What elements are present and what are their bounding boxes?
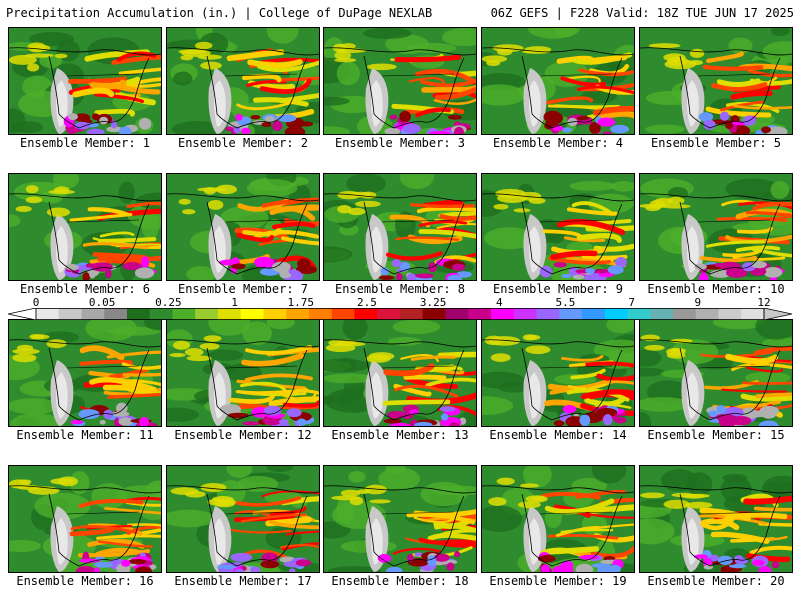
colorbar-segment — [445, 308, 469, 320]
ensemble-member-label: Ensemble Member: 3 — [334, 136, 466, 150]
ensemble-member-map — [481, 319, 635, 427]
colorbar-segment — [422, 308, 446, 320]
colorbar-segment — [195, 308, 219, 320]
ensemble-member-map — [323, 27, 477, 135]
ensemble-member-label: Ensemble Member: 8 — [334, 282, 466, 296]
colorbar-tick-label: 3.25 — [419, 296, 447, 309]
colorbar-segment — [263, 308, 287, 320]
colorbar-segment — [582, 308, 606, 320]
colorbar-segment — [127, 308, 151, 320]
colorbar-segment — [536, 308, 560, 320]
ensemble-member-label: Ensemble Member: 20 — [647, 574, 785, 588]
colorbar-segment — [218, 308, 242, 320]
colorbar-tick-label: 5.5 — [555, 296, 576, 309]
colorbar-segment — [673, 308, 697, 320]
ensemble-member-map — [323, 319, 477, 427]
ensemble-member-label: Ensemble Member: 2 — [177, 136, 309, 150]
colorbar-segment — [149, 308, 173, 320]
ensemble-member-map — [166, 465, 320, 573]
colorbar-min-arrow — [8, 308, 37, 320]
colorbar-tick-label: 7 — [628, 296, 635, 309]
colorbar-segment — [695, 308, 719, 320]
ensemble-member-label: Ensemble Member: 13 — [331, 428, 469, 442]
ensemble-member-map — [8, 465, 162, 573]
colorbar-segment — [240, 308, 264, 320]
colorbar-segment — [513, 308, 537, 320]
colorbar-segment — [354, 308, 378, 320]
ensemble-member-label: Ensemble Member: 14 — [489, 428, 627, 442]
ensemble-member-label: Ensemble Member: 1 — [19, 136, 151, 150]
colorbar-segment — [491, 308, 515, 320]
colorbar-tick-label: 12 — [757, 296, 771, 309]
ensemble-member-map — [166, 319, 320, 427]
colorbar-tick-label: 1 — [231, 296, 238, 309]
ensemble-member-label: Ensemble Member: 9 — [492, 282, 624, 296]
model-run-info: 06Z GEFS | F228 Valid: 18Z TUE JUN 17 20… — [490, 6, 794, 20]
colorbar-segment — [172, 308, 196, 320]
colorbar-segment — [309, 308, 333, 320]
ensemble-member-label: Ensemble Member: 7 — [177, 282, 309, 296]
ensemble-member-map — [481, 27, 635, 135]
colorbar-tick-label: 0.05 — [88, 296, 116, 309]
map-title: Precipitation Accumulation (in.) | Colle… — [6, 6, 433, 20]
ensemble-member-label: Ensemble Member: 11 — [16, 428, 154, 442]
ensemble-member-label: Ensemble Member: 17 — [174, 574, 312, 588]
ensemble-member-map — [166, 27, 320, 135]
colorbar-segment — [468, 308, 492, 320]
colorbar-tick-label: 4 — [495, 296, 503, 309]
colorbar-segment — [604, 308, 628, 320]
ensemble-member-map — [481, 173, 635, 281]
ensemble-member-map — [639, 173, 793, 281]
ensemble-member-label: Ensemble Member: 15 — [647, 428, 785, 442]
colorbar-segment — [400, 308, 424, 320]
colorbar-segment — [104, 308, 128, 320]
ensemble-member-map — [323, 173, 477, 281]
colorbar-segment — [286, 308, 310, 320]
colorbar-segment — [58, 308, 82, 320]
colorbar-tick-label: 1.75 — [287, 296, 314, 309]
ensemble-member-map — [639, 27, 793, 135]
colorbar-segment — [331, 308, 355, 320]
colorbar-tick-label: 2.5 — [356, 296, 377, 309]
ensemble-member-map — [8, 173, 162, 281]
colorbar-tick-labels: 0 0.05 0.25 1 1.75 2.5 3.25 4 5.5 7 9 12 — [0, 296, 800, 309]
ensemble-member-label: Ensemble Member: 5 — [650, 136, 782, 150]
colorbar-tick-label: 9 — [694, 296, 702, 309]
ensemble-member-map — [8, 27, 162, 135]
ensemble-member-label: Ensemble Member: 4 — [492, 136, 624, 150]
colorbar-segment — [559, 308, 583, 320]
ensemble-member-label: Ensemble Member: 16 — [16, 574, 154, 588]
ensemble-member-map — [639, 319, 793, 427]
colorbar-segment — [627, 308, 651, 320]
colorbar-tick-label: 0 — [32, 296, 40, 309]
ensemble-member-label: Ensemble Member: 10 — [647, 282, 785, 296]
colorbar-segment — [718, 308, 742, 320]
ensemble-member-label: Ensemble Member: 18 — [331, 574, 469, 588]
ensemble-member-label: Ensemble Member: 6 — [19, 282, 151, 296]
ensemble-member-label: Ensemble Member: 19 — [489, 574, 627, 588]
ensemble-member-map — [639, 465, 793, 573]
ensemble-member-map — [166, 173, 320, 281]
colorbar-segment — [81, 308, 105, 320]
colorbar-segment — [650, 308, 674, 320]
ensemble-member-map — [323, 465, 477, 573]
colorbar-segment — [377, 308, 401, 320]
ensemble-member-label: Ensemble Member: 12 — [174, 428, 312, 442]
colorbar-segment — [741, 308, 765, 320]
colorbar-tick-label: 0.25 — [155, 296, 182, 309]
colorbar-segment — [36, 308, 60, 320]
ensemble-member-map — [481, 465, 635, 573]
colorbar-max-arrow — [763, 308, 792, 320]
ensemble-member-map — [8, 319, 162, 427]
precipitation-colorbar — [8, 308, 792, 320]
